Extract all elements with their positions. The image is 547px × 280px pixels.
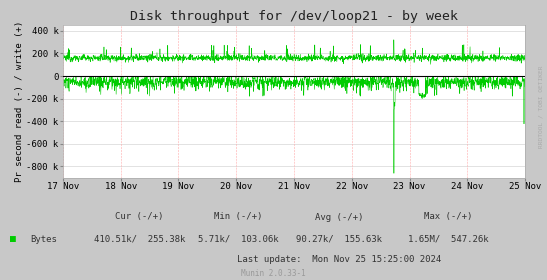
- Text: Min (-/+): Min (-/+): [214, 213, 262, 221]
- Text: ■: ■: [10, 234, 16, 244]
- Text: Cur (-/+): Cur (-/+): [115, 213, 164, 221]
- Title: Disk throughput for /dev/loop21 - by week: Disk throughput for /dev/loop21 - by wee…: [130, 10, 458, 23]
- Text: Avg (-/+): Avg (-/+): [315, 213, 363, 221]
- Text: 5.71k/  103.06k: 5.71k/ 103.06k: [197, 235, 278, 244]
- Text: RRDTOOL / TOBI OETIKER: RRDTOOL / TOBI OETIKER: [538, 65, 543, 148]
- Text: Bytes: Bytes: [30, 235, 57, 244]
- Text: Munin 2.0.33-1: Munin 2.0.33-1: [241, 269, 306, 278]
- Text: Max (-/+): Max (-/+): [424, 213, 473, 221]
- Y-axis label: Pr second read (-) / write (+): Pr second read (-) / write (+): [15, 21, 24, 182]
- Text: 410.51k/  255.38k: 410.51k/ 255.38k: [94, 235, 185, 244]
- Text: 1.65M/  547.26k: 1.65M/ 547.26k: [408, 235, 489, 244]
- Text: 90.27k/  155.63k: 90.27k/ 155.63k: [296, 235, 382, 244]
- Text: Last update:  Mon Nov 25 15:25:00 2024: Last update: Mon Nov 25 15:25:00 2024: [237, 255, 441, 263]
